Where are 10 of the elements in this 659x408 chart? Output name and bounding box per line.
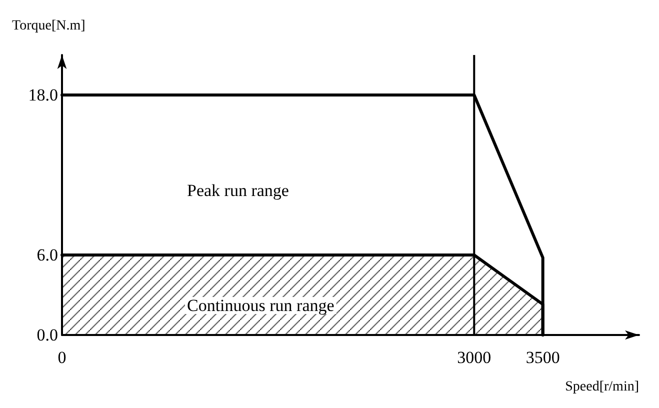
- x-tick-label: 0: [58, 348, 66, 367]
- x-tick-label: 3000: [457, 348, 492, 367]
- y-tick-label: 6.0: [36, 246, 58, 264]
- annotation: Peak run range: [187, 181, 289, 200]
- y-tick-label: 18.0: [28, 86, 58, 104]
- x-tick-label: 3500: [526, 348, 560, 367]
- x-axis-title: Speed[r/min]: [565, 380, 639, 394]
- y-tick-label: 0.0: [36, 326, 58, 344]
- annotation: Continuous run range: [187, 296, 334, 315]
- y-axis-title: Torque[N.m]: [12, 18, 86, 34]
